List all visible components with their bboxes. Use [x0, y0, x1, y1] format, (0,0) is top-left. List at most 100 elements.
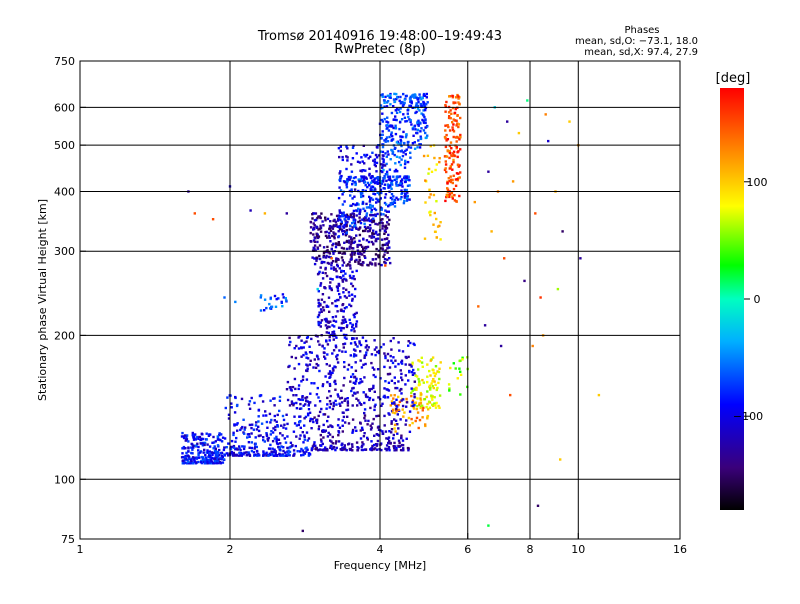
data-point	[218, 432, 221, 435]
data-point	[368, 224, 372, 227]
data-point	[398, 127, 401, 131]
data-point	[444, 199, 447, 203]
data-point	[230, 402, 233, 405]
data-point	[382, 99, 386, 102]
data-point	[400, 361, 403, 364]
data-point	[342, 415, 346, 419]
data-point	[354, 219, 357, 222]
data-point	[383, 352, 386, 355]
data-point	[345, 306, 348, 309]
data-point	[239, 451, 243, 455]
data-point	[318, 257, 322, 261]
data-point	[183, 458, 187, 462]
data-point	[308, 363, 312, 366]
data-point	[329, 394, 332, 398]
data-point	[309, 231, 312, 235]
data-point	[459, 171, 462, 174]
data-point	[393, 402, 396, 405]
data-point	[385, 203, 388, 206]
data-point	[453, 119, 457, 122]
data-point	[374, 188, 377, 191]
data-point	[189, 462, 192, 465]
data-point	[372, 189, 375, 192]
data-point	[388, 177, 391, 180]
data-point	[317, 396, 320, 399]
data-point	[340, 269, 343, 273]
data-point	[352, 348, 356, 351]
data-point	[203, 458, 206, 461]
data-point	[418, 381, 421, 385]
data-point	[388, 168, 392, 171]
data-point	[338, 251, 341, 254]
data-point	[448, 195, 451, 199]
data-point	[206, 451, 210, 454]
data-point	[245, 451, 248, 454]
data-point	[352, 176, 356, 180]
data-point	[208, 433, 211, 436]
data-point	[322, 246, 326, 249]
data-point	[182, 445, 186, 449]
data-point	[202, 437, 205, 441]
data-point	[388, 184, 391, 187]
data-point	[348, 247, 351, 250]
data-point	[366, 436, 369, 440]
data-point	[392, 175, 395, 178]
data-point	[325, 317, 328, 321]
x-tick-label: 10	[571, 543, 585, 556]
data-point	[191, 431, 194, 435]
data-point	[383, 243, 387, 246]
data-point	[338, 226, 341, 229]
data-point	[421, 365, 424, 368]
data-point	[421, 404, 424, 407]
data-point	[364, 189, 367, 193]
data-point	[418, 93, 421, 96]
data-point	[334, 315, 338, 318]
data-point	[419, 399, 423, 402]
data-point	[412, 406, 415, 409]
data-point	[319, 304, 322, 307]
data-point	[377, 154, 381, 157]
data-point	[358, 227, 361, 230]
data-point	[452, 101, 455, 104]
data-point	[326, 353, 329, 356]
data-point	[412, 134, 415, 137]
data-point	[433, 211, 436, 215]
data-point	[429, 210, 432, 213]
data-point	[386, 175, 390, 178]
data-point	[332, 242, 335, 246]
data-point	[343, 365, 346, 369]
data-point	[295, 435, 298, 438]
data-point	[223, 454, 226, 457]
data-point	[313, 358, 316, 361]
data-point	[410, 101, 413, 104]
data-point	[362, 247, 365, 250]
data-point	[278, 395, 282, 399]
data-point	[334, 346, 338, 349]
data-point	[377, 428, 381, 431]
data-point	[320, 319, 324, 322]
data-point	[192, 438, 196, 441]
data-point	[253, 447, 256, 450]
data-point	[298, 335, 301, 338]
data-point	[452, 135, 455, 139]
data-point	[459, 133, 462, 137]
data-point	[213, 445, 216, 448]
data-point	[357, 260, 360, 264]
data-point	[449, 366, 452, 370]
data-point	[297, 398, 300, 401]
data-point	[354, 176, 357, 179]
data-point	[426, 402, 429, 406]
data-point	[323, 413, 327, 416]
data-point	[315, 354, 319, 357]
data-point	[385, 105, 389, 108]
data-point	[388, 175, 392, 178]
data-point	[413, 393, 416, 396]
data-point	[405, 401, 409, 404]
data-point	[446, 188, 450, 191]
data-point	[238, 445, 241, 448]
data-point	[407, 355, 410, 359]
data-point	[350, 204, 353, 207]
data-point	[449, 180, 453, 184]
data-point	[373, 348, 377, 351]
data-point	[336, 263, 339, 266]
